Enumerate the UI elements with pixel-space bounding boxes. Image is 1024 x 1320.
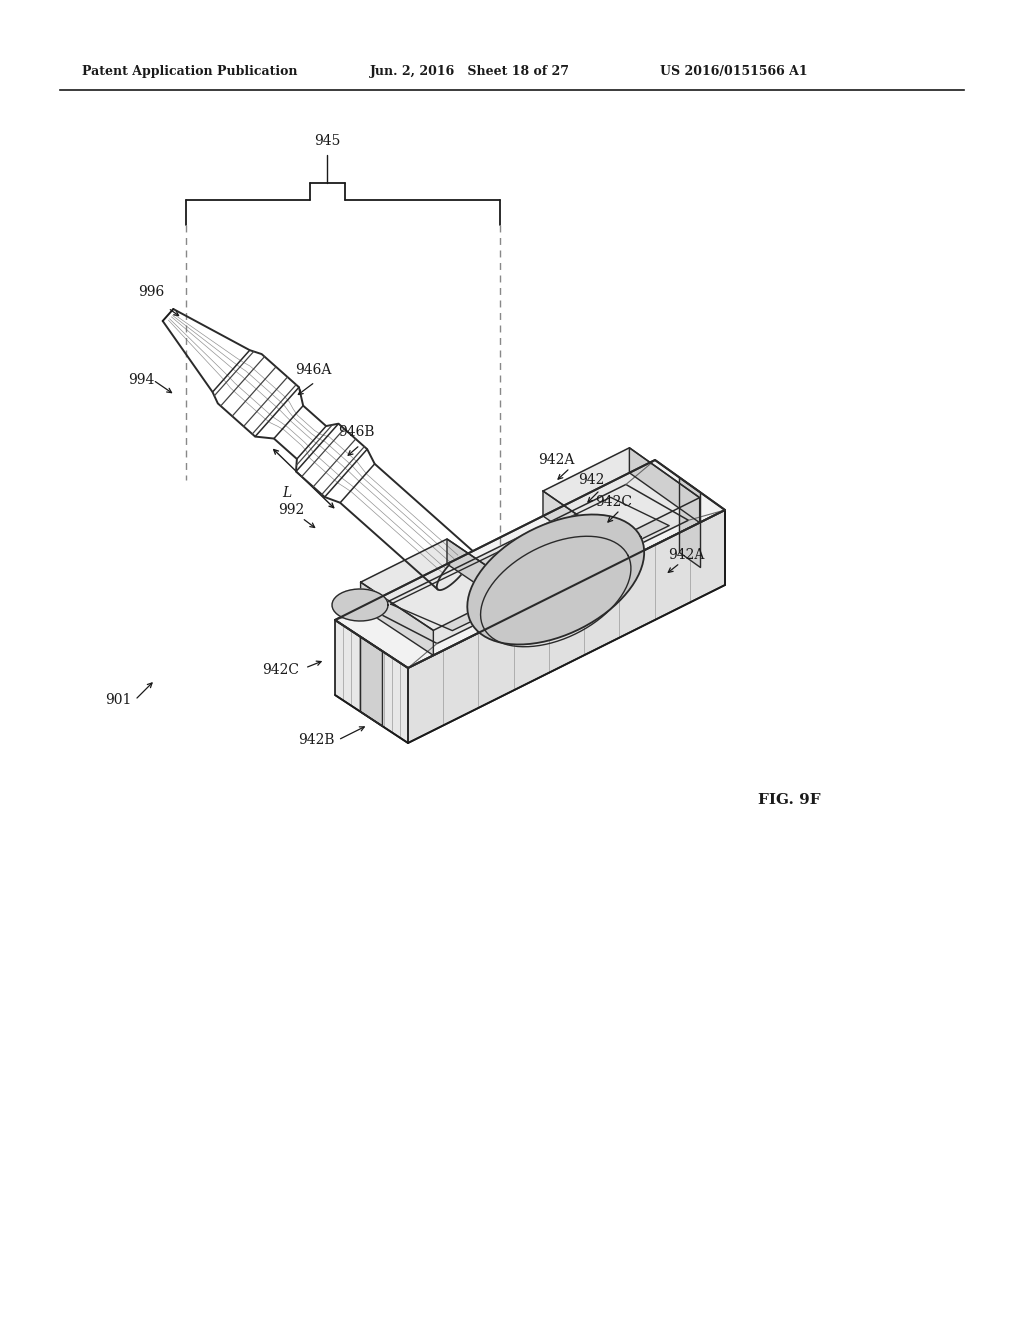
Polygon shape xyxy=(332,589,388,620)
Text: Patent Application Publication: Patent Application Publication xyxy=(82,66,298,78)
Text: 942B: 942B xyxy=(298,733,335,747)
Text: Jun. 2, 2016   Sheet 18 of 27: Jun. 2, 2016 Sheet 18 of 27 xyxy=(370,66,570,78)
Polygon shape xyxy=(335,459,725,668)
Polygon shape xyxy=(543,491,614,565)
Polygon shape xyxy=(408,510,725,743)
Text: 942C: 942C xyxy=(262,663,299,677)
Text: 946B: 946B xyxy=(338,425,375,440)
Text: 942: 942 xyxy=(578,473,604,487)
Text: 946A: 946A xyxy=(295,363,332,378)
Polygon shape xyxy=(391,498,669,631)
Text: 942A: 942A xyxy=(668,548,705,562)
Text: 992: 992 xyxy=(278,503,304,517)
Polygon shape xyxy=(467,515,644,644)
Text: 945: 945 xyxy=(313,135,340,148)
Text: 901: 901 xyxy=(105,693,131,708)
Polygon shape xyxy=(447,539,519,612)
Polygon shape xyxy=(372,484,688,644)
Polygon shape xyxy=(335,620,408,743)
Polygon shape xyxy=(543,447,699,540)
Text: US 2016/0151566 A1: US 2016/0151566 A1 xyxy=(660,66,808,78)
Polygon shape xyxy=(680,478,700,568)
Text: 996: 996 xyxy=(138,285,164,300)
Text: 994: 994 xyxy=(128,374,155,387)
Polygon shape xyxy=(360,582,433,655)
Text: 942C: 942C xyxy=(595,495,632,510)
Text: 942A: 942A xyxy=(538,453,574,467)
Polygon shape xyxy=(630,447,699,523)
Polygon shape xyxy=(360,636,382,726)
Polygon shape xyxy=(360,539,519,631)
Text: FIG. 9F: FIG. 9F xyxy=(758,793,820,807)
Text: L: L xyxy=(283,486,292,500)
